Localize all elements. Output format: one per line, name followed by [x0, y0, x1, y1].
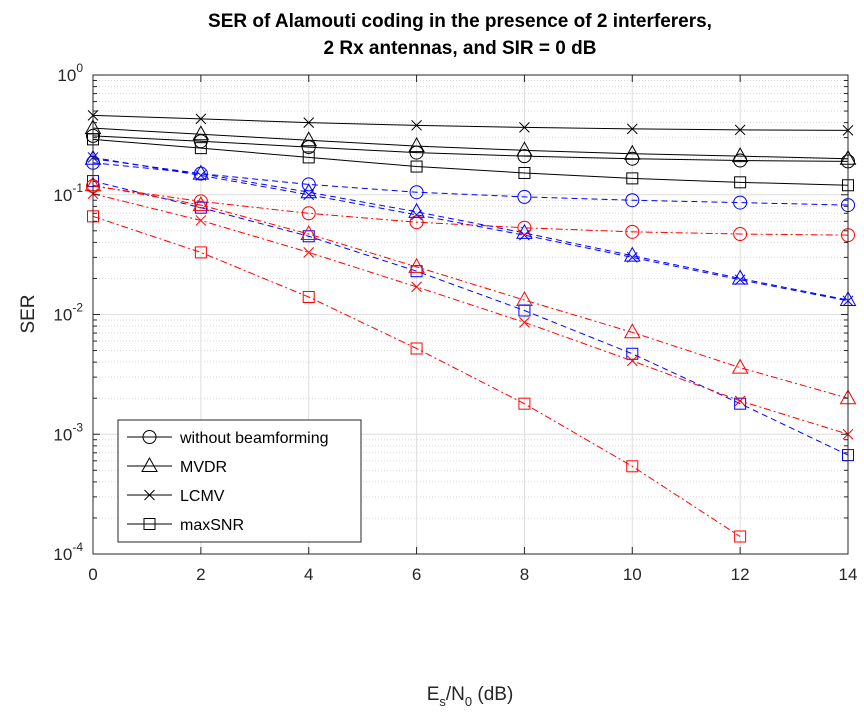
x-tick-label: 6 [412, 565, 421, 584]
y-tick-label-base: 10 [53, 306, 72, 325]
y-tick-label-exp: 0 [76, 61, 83, 75]
legend-label: MVDR [180, 459, 227, 476]
y-tick-label-exp: -1 [72, 181, 83, 195]
chart-title-line2: 2 Rx antennas, and SIR = 0 dB [324, 38, 597, 59]
y-tick-label-base: 10 [53, 186, 72, 205]
x-tick-label: 4 [304, 565, 313, 584]
x-axis-label-tail: (dB) [472, 684, 513, 705]
y-tick-label-base: 10 [57, 66, 76, 85]
y-tick-label-exp: -2 [72, 301, 83, 315]
y-tick-label-exp: -4 [72, 540, 83, 554]
x-tick-label: 8 [520, 565, 529, 584]
x-axis-label-main: E [427, 684, 440, 705]
x-tick-label: 2 [196, 565, 205, 584]
x-tick-label: 0 [88, 565, 97, 584]
y-tick-label-exp: -3 [72, 420, 83, 434]
x-tick-label: 10 [623, 565, 642, 584]
legend: without beamforming MVDR LCMV maxSNR [118, 420, 361, 542]
y-tick-label-base: 10 [53, 425, 72, 444]
y-axis-label: SER [18, 294, 39, 333]
legend-label: LCMV [180, 488, 225, 505]
legend-label: maxSNR [180, 517, 244, 534]
x-axis-label-mid: /N [446, 684, 465, 705]
y-tick-label-base: 10 [53, 545, 72, 564]
chart-title-line1: SER of Alamouti coding in the presence o… [208, 11, 712, 32]
x-tick-label: 12 [731, 565, 750, 584]
x-axis-label-sub2: 0 [465, 694, 472, 709]
legend-label: without beamforming [179, 430, 329, 447]
x-tick-label: 14 [839, 565, 858, 584]
